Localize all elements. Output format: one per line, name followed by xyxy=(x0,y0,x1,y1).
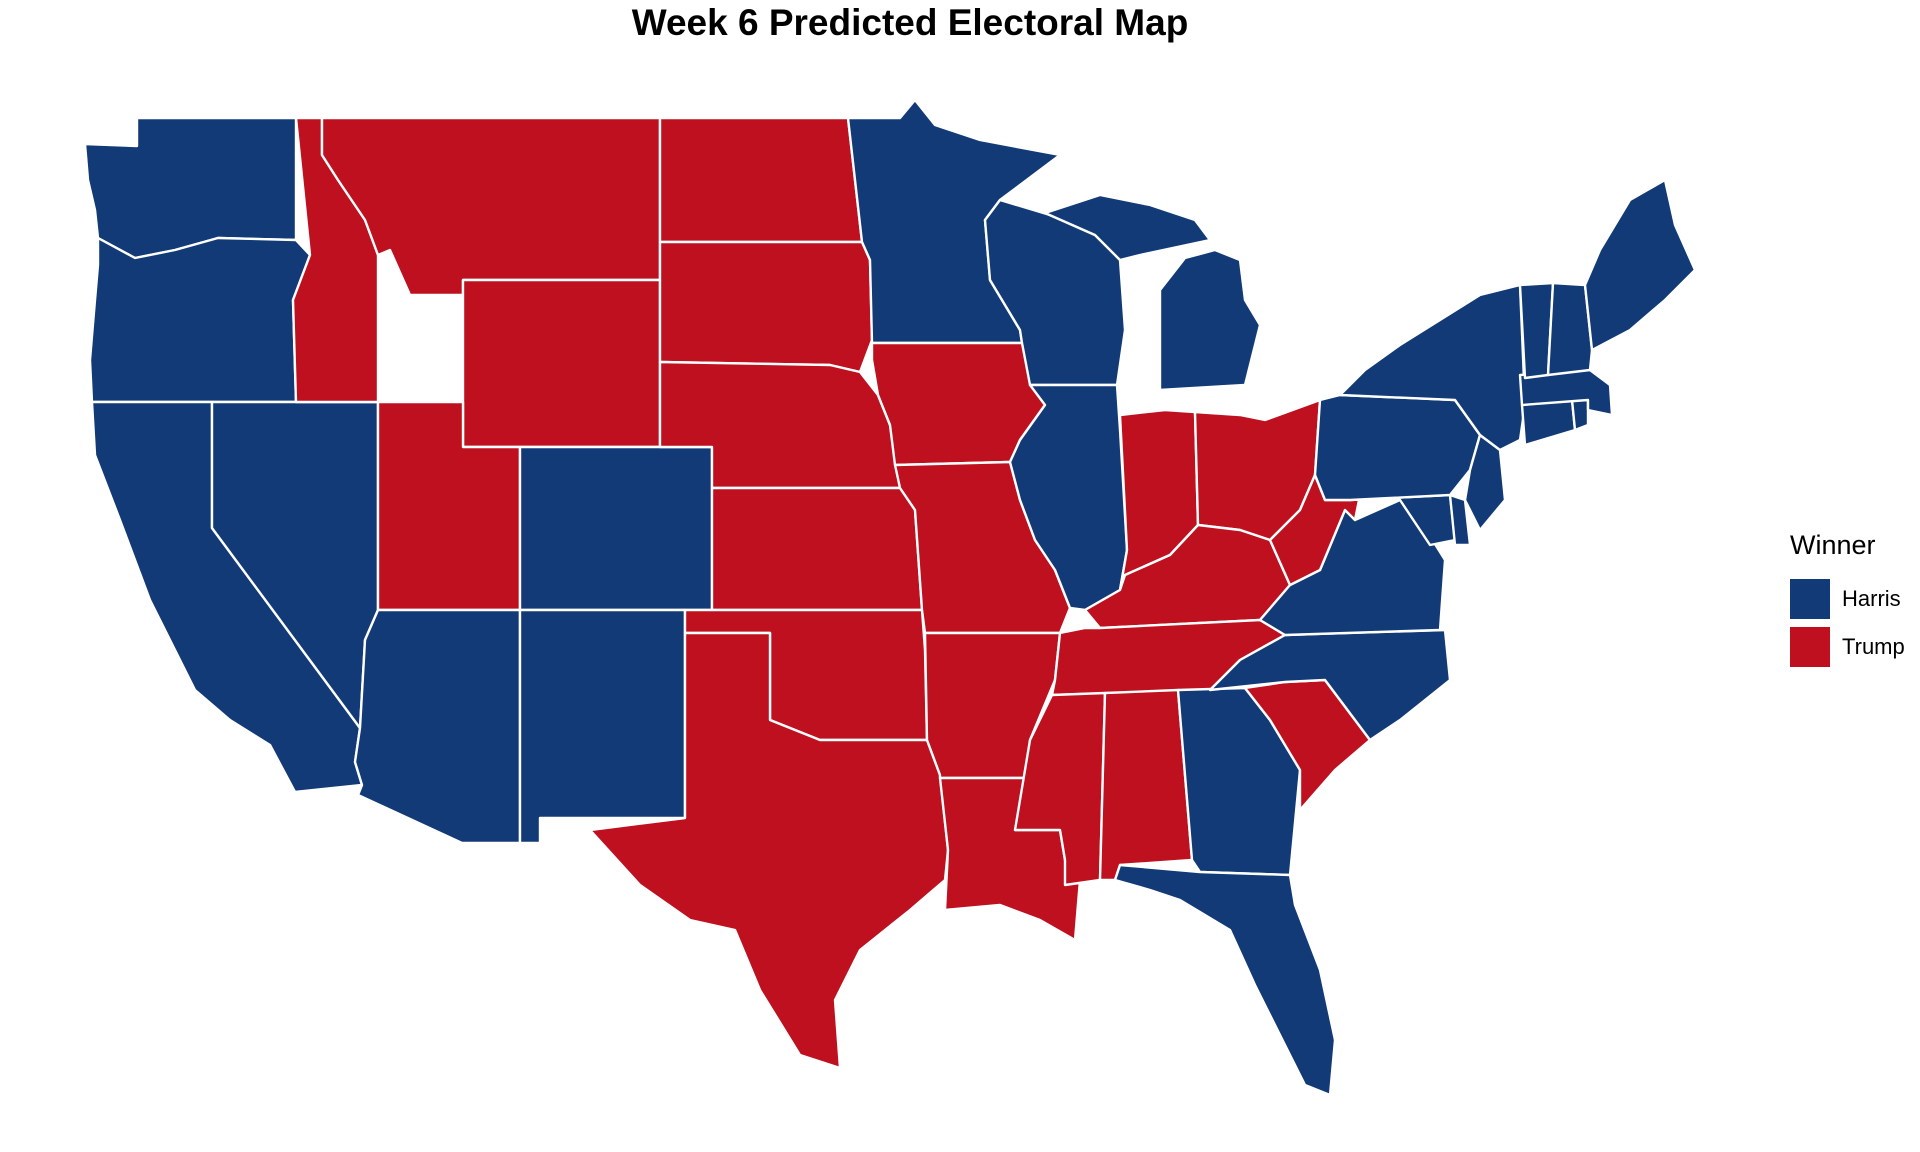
state-massachusetts[interactable] xyxy=(1518,368,1614,417)
state-alabama[interactable] xyxy=(1098,688,1194,882)
state-south-dakota[interactable] xyxy=(658,240,874,374)
state-arizona[interactable] xyxy=(353,608,522,845)
state-wisconsin[interactable] xyxy=(983,198,1127,387)
legend-label-harris: Harris xyxy=(1842,586,1901,611)
state-wyoming[interactable] xyxy=(461,278,662,449)
legend: Winner Harris Trump xyxy=(1790,530,1915,671)
state-texas[interactable] xyxy=(588,631,950,1070)
state-washington[interactable] xyxy=(83,116,298,260)
legend-item-trump: Trump xyxy=(1790,623,1915,671)
state-connecticut[interactable] xyxy=(1520,398,1577,447)
states-group xyxy=(83,98,1697,1097)
legend-swatch-trump xyxy=(1790,627,1830,667)
state-maine[interactable] xyxy=(1583,178,1697,352)
state-colorado[interactable] xyxy=(518,445,714,612)
map-title: Week 6 Predicted Electoral Map xyxy=(631,2,1189,43)
state-michigan[interactable] xyxy=(1043,193,1262,392)
state-new-hampshire[interactable] xyxy=(1546,281,1594,377)
state-rhode-island[interactable] xyxy=(1570,398,1590,432)
state-florida[interactable] xyxy=(1113,863,1337,1097)
state-pennsylvania[interactable] xyxy=(1313,393,1482,502)
state-oregon[interactable] xyxy=(88,236,312,404)
state-north-carolina[interactable] xyxy=(1208,628,1452,742)
state-new-mexico[interactable] xyxy=(518,608,687,845)
legend-label-trump: Trump xyxy=(1842,634,1905,659)
legend-item-harris: Harris xyxy=(1790,575,1915,623)
legend-title: Winner xyxy=(1790,530,1876,560)
state-kansas[interactable] xyxy=(710,486,924,612)
state-delaware[interactable] xyxy=(1448,493,1472,547)
legend-swatch-harris xyxy=(1790,579,1830,619)
state-north-dakota[interactable] xyxy=(658,116,864,244)
